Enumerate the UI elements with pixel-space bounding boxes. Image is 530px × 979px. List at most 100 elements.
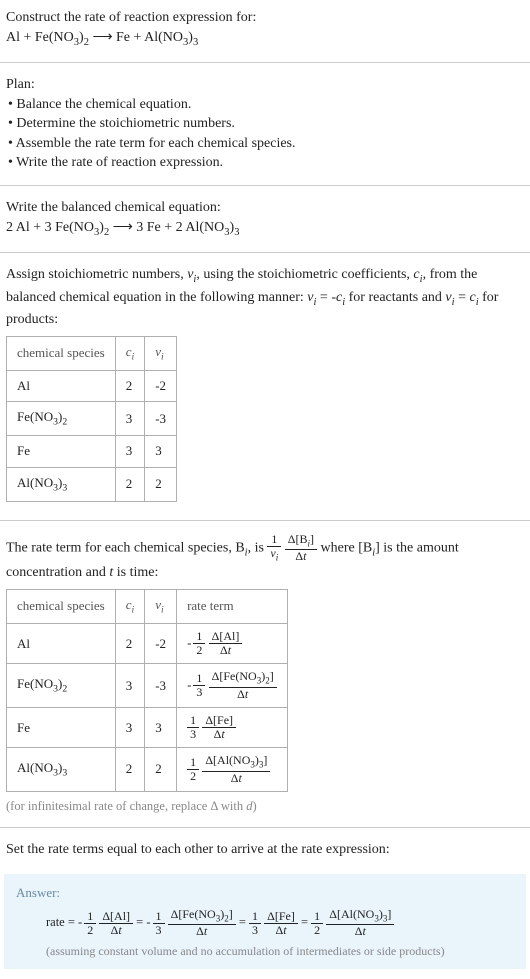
- divider: [0, 185, 530, 186]
- rateterm-table: chemical species ci νi rate term Al2-2-1…: [6, 589, 288, 792]
- text: The rate term for each chemical species,…: [6, 540, 245, 555]
- col-species: chemical species: [7, 589, 116, 623]
- table-row: Al(NO3)32212 Δ[Al(NO3)3]Δt: [7, 748, 288, 791]
- col-ci: ci: [115, 589, 145, 623]
- fraction: 12: [187, 756, 199, 783]
- divider: [0, 62, 530, 63]
- table-row: Al(NO3)322: [7, 467, 177, 501]
- cell-species: Fe(NO3)2: [7, 664, 116, 707]
- divider: [0, 252, 530, 253]
- cell-rate: -13 Δ[Fe(NO3)2]Δt: [177, 664, 288, 707]
- fraction: 12: [84, 910, 96, 937]
- cell-species: Al(NO3)3: [7, 748, 116, 791]
- cell-c: 2: [115, 370, 145, 401]
- intro-section: Construct the rate of reaction expressio…: [0, 0, 530, 58]
- cell-species: Fe(NO3)2: [7, 402, 116, 436]
- cell-species: Al: [7, 370, 116, 401]
- rateterm-text: The rate term for each chemical species,…: [6, 533, 524, 583]
- balanced-heading: Write the balanced chemical equation:: [6, 198, 524, 218]
- balanced-equation: 2 Al + 3 Fe(NO3)2 ⟶ 3 Fe + 2 Al(NO3)3: [6, 218, 524, 240]
- set-equal-text: Set the rate terms equal to each other t…: [6, 840, 524, 860]
- answer-note: (assuming constant volume and no accumul…: [16, 943, 514, 960]
- col-nui: νi: [145, 336, 177, 370]
- table-row: Al2-2: [7, 370, 177, 401]
- cell-c: 2: [115, 467, 145, 501]
- cell-c: 2: [115, 748, 145, 791]
- fraction: Δ[Fe(NO3)2]Δt: [209, 670, 277, 700]
- cell-rate: 13 Δ[Fe]Δt: [177, 707, 288, 747]
- text: where [B: [321, 540, 373, 555]
- plan-item: • Assemble the rate term for each chemic…: [6, 134, 524, 154]
- fraction: Δ[Al(NO3)3]Δt: [202, 754, 270, 784]
- fraction: 13: [193, 672, 205, 699]
- fraction: 13: [187, 714, 199, 741]
- plan-item: • Write the rate of reaction expression.: [6, 153, 524, 173]
- divider: [0, 520, 530, 521]
- plan-section: Plan: • Balance the chemical equation. •…: [0, 67, 530, 181]
- table-row: Fe(NO3)23-3: [7, 402, 177, 436]
- table-row: Fe3313 Δ[Fe]Δt: [7, 707, 288, 747]
- text: , is: [248, 540, 268, 555]
- fraction: Δ[Fe]Δt: [264, 910, 298, 937]
- cell-species: Fe: [7, 707, 116, 747]
- plan-item: • Determine the stoichiometric numbers.: [6, 114, 524, 134]
- answer-box: Answer: rate = -12 Δ[Al]Δt = -13 Δ[Fe(NO…: [4, 874, 526, 969]
- intro-equation: Al + Fe(NO3)2 ⟶ Fe + Al(NO3)3: [6, 28, 524, 50]
- fraction: Δ[Al(NO3)3]Δt: [326, 908, 394, 938]
- cell-nu: 2: [145, 467, 177, 501]
- cell-nu: 3: [145, 436, 177, 467]
- table-row: Al2-2-12 Δ[Al]Δt: [7, 624, 288, 664]
- cell-nu: -2: [145, 370, 177, 401]
- table-row: Fe(NO3)23-3-13 Δ[Fe(NO3)2]Δt: [7, 664, 288, 707]
- cell-c: 3: [115, 707, 145, 747]
- cell-rate: 12 Δ[Al(NO3)3]Δt: [177, 748, 288, 791]
- cell-c: 3: [115, 664, 145, 707]
- text: is time:: [113, 565, 158, 580]
- plan-heading: Plan:: [6, 75, 524, 95]
- fraction: 13: [249, 910, 261, 937]
- cell-nu: -3: [145, 402, 177, 436]
- fraction: Δ[Al]Δt: [209, 630, 243, 657]
- fraction: Δ[Fe(NO3)2]Δt: [168, 908, 236, 938]
- cell-c: 3: [115, 402, 145, 436]
- fraction: Δ[Fe]Δt: [202, 714, 236, 741]
- cell-nu: -3: [145, 664, 177, 707]
- rateterm-section: The rate term for each chemical species,…: [0, 525, 530, 823]
- stoich-section: Assign stoichiometric numbers, νi, using…: [0, 257, 530, 516]
- cell-nu: 3: [145, 707, 177, 747]
- answer-rate-expression: rate = -12 Δ[Al]Δt = -13 Δ[Fe(NO3)2]Δt =…: [16, 908, 514, 938]
- cell-c: 2: [115, 624, 145, 664]
- set-equal-section: Set the rate terms equal to each other t…: [0, 832, 530, 868]
- frac-coef: 1νi: [267, 533, 281, 563]
- intro-line: Construct the rate of reaction expressio…: [6, 8, 524, 28]
- frac-num: 1: [267, 533, 281, 547]
- col-rate: rate term: [177, 589, 288, 623]
- cell-nu: -2: [145, 624, 177, 664]
- col-species: chemical species: [7, 336, 116, 370]
- rateterm-footnote: (for infinitesimal rate of change, repla…: [6, 798, 524, 816]
- frac-den: νi: [267, 547, 281, 563]
- col-nui: νi: [145, 589, 177, 623]
- cell-c: 3: [115, 436, 145, 467]
- cell-species: Fe: [7, 436, 116, 467]
- table-row: Fe33: [7, 436, 177, 467]
- table-header-row: chemical species ci νi: [7, 336, 177, 370]
- stoich-text: Assign stoichiometric numbers, νi, using…: [6, 265, 524, 330]
- stoich-table: chemical species ci νi Al2-2Fe(NO3)23-3F…: [6, 336, 177, 502]
- frac-delta: Δ[Bi]Δt: [285, 533, 317, 563]
- cell-nu: 2: [145, 748, 177, 791]
- fraction: Δ[Al]Δt: [99, 910, 133, 937]
- answer-label: Answer:: [16, 884, 514, 902]
- fraction: 12: [311, 910, 323, 937]
- frac-den: Δt: [285, 550, 317, 563]
- fraction: 13: [153, 910, 165, 937]
- cell-rate: -12 Δ[Al]Δt: [177, 624, 288, 664]
- fraction: 12: [193, 630, 205, 657]
- cell-species: Al(NO3)3: [7, 467, 116, 501]
- plan-item: • Balance the chemical equation.: [6, 95, 524, 115]
- balanced-section: Write the balanced chemical equation: 2 …: [0, 190, 530, 248]
- divider: [0, 827, 530, 828]
- table-header-row: chemical species ci νi rate term: [7, 589, 288, 623]
- col-ci: ci: [115, 336, 145, 370]
- frac-num: Δ[Bi]: [285, 533, 317, 550]
